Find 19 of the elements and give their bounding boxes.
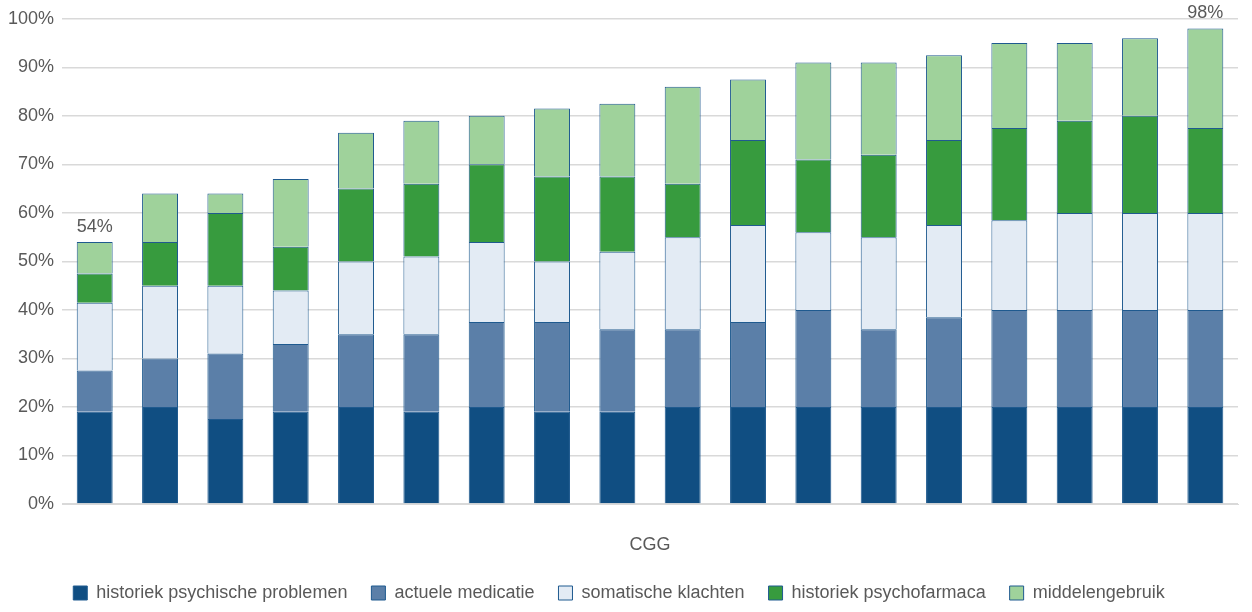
total-label: 54%	[76, 215, 113, 236]
legend-label: actuele medicatie	[394, 581, 535, 602]
legend-label: historiek psychofarmaca	[791, 581, 987, 602]
y-tick-label: 30%	[18, 347, 55, 368]
y-tick-label: 20%	[18, 395, 55, 416]
y-tick-label: 100%	[7, 7, 55, 28]
y-tick-label: 10%	[18, 444, 55, 465]
y-tick-label: 80%	[18, 104, 55, 125]
legend-label: historiek psychische problemen	[96, 581, 348, 602]
total-label: 98%	[1187, 2, 1224, 23]
x-axis-title: CGG	[629, 534, 671, 555]
y-tick-label: 40%	[18, 298, 55, 319]
legend-label: middelengebruik	[1032, 581, 1166, 602]
y-tick-label: 0%	[28, 492, 55, 513]
legend-label: somatische klachten	[581, 581, 745, 602]
y-tick-label: 90%	[18, 56, 55, 77]
y-tick-label: 70%	[18, 153, 55, 174]
y-tick-label: 50%	[18, 250, 55, 271]
y-tick-label: 60%	[18, 201, 55, 222]
